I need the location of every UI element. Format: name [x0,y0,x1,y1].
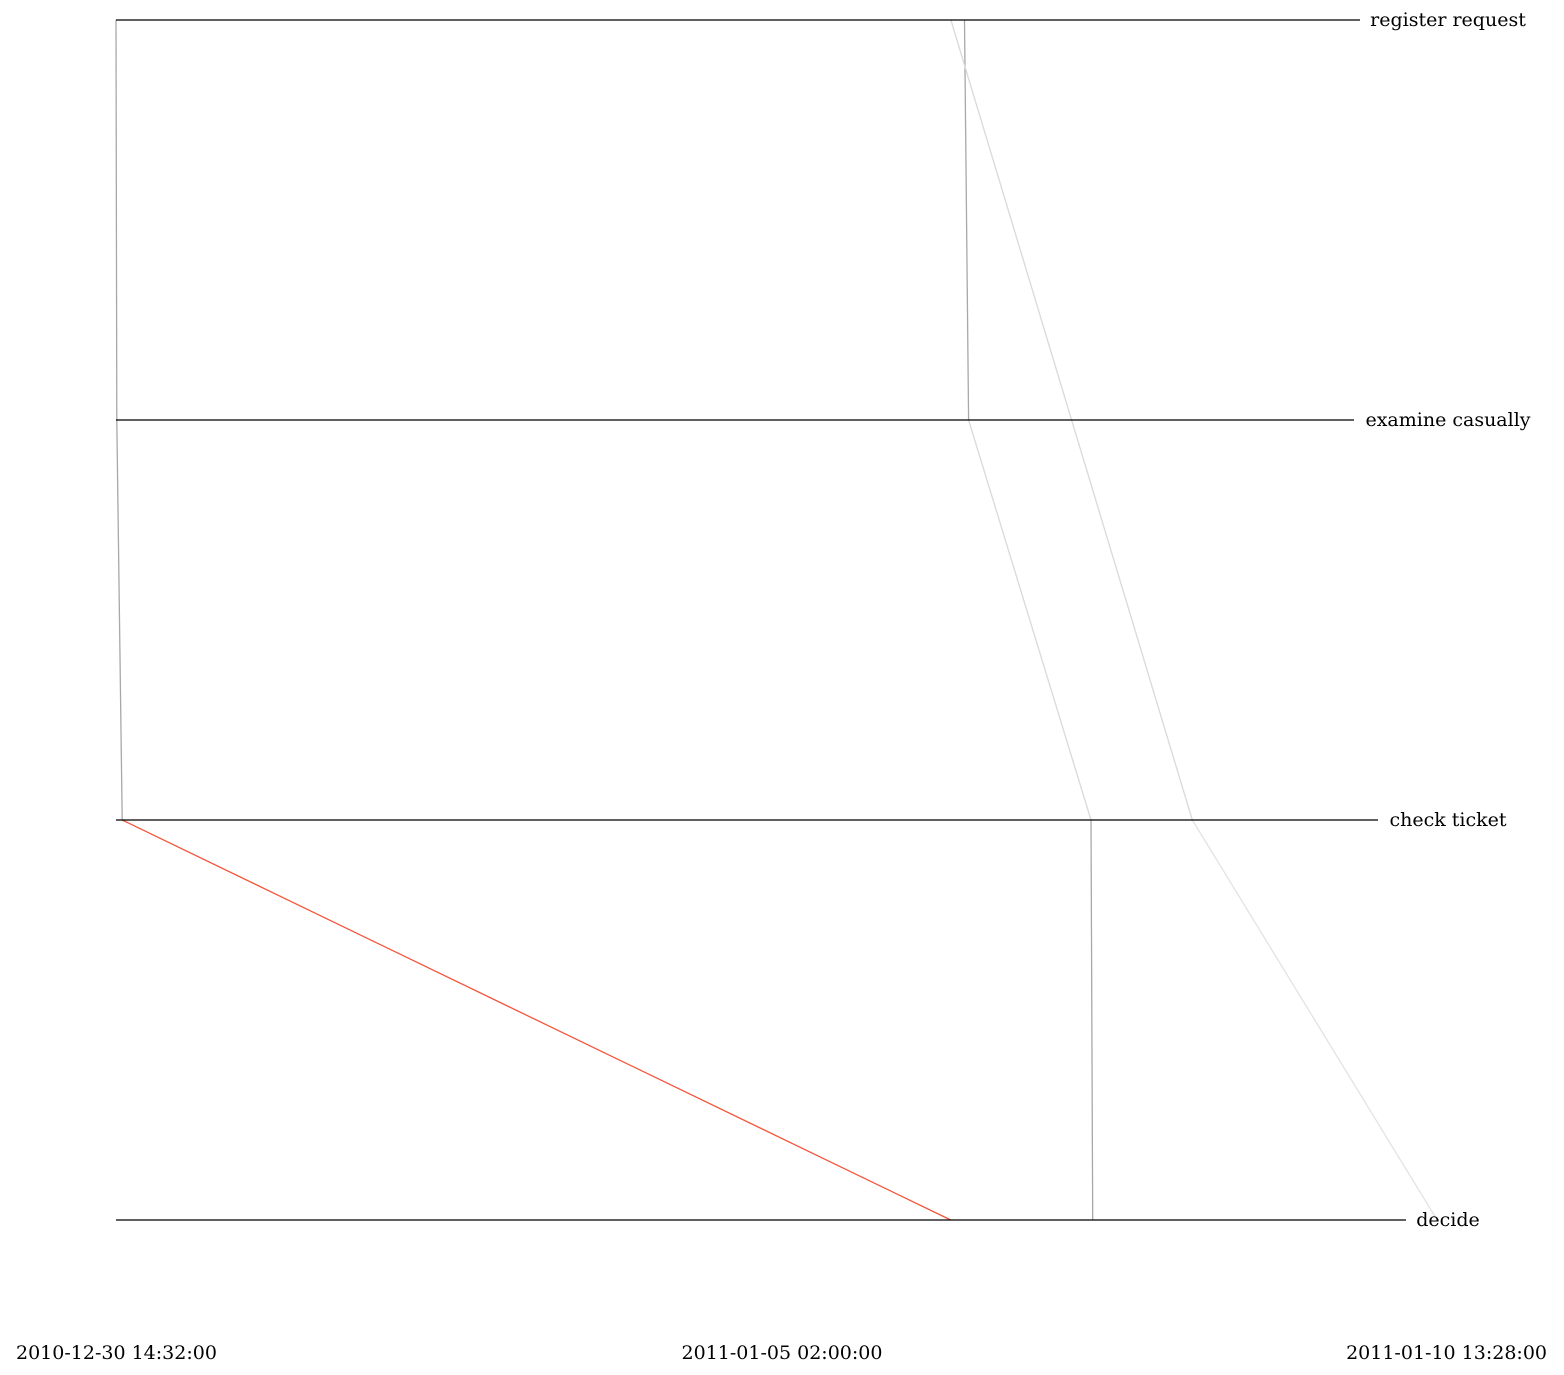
segment-examine-casually-to-check-ticket-1 [116,419,123,821]
segment-register-request-to-examine-casually-0 [115,19,118,421]
segment-check-ticket-to-decide-7 [1191,819,1438,1221]
time-labels-layer: 2010-12-30 14:32:00 2011-01-05 02:00:00 20… [16,1342,1547,1364]
activity-labels-layer: register request examine casually check ti… [1365,9,1530,1231]
time-label-1: 2011-01-05 02:00:00 [682,1342,883,1364]
time-label-0: 2010-12-30 14:32:00 [16,1342,217,1364]
activity-label-examine-casually: examine casually [1365,409,1530,431]
activity-label-register-request: register request [1370,9,1526,31]
segment-examine-casually-to-check-ticket-4 [967,419,1092,821]
activity-label-check-ticket: check ticket [1389,809,1506,831]
segment-register-request-to-examine-casually-3 [963,19,970,421]
activity-axes-layer [116,19,1406,1221]
time-label-2: 2011-01-10 13:28:00 [1346,1342,1547,1364]
segment-check-ticket-to-decide-2 [121,819,951,1221]
segment-check-ticket-to-decide-5 [1090,819,1094,1221]
activity-label-decide: decide [1416,1209,1480,1231]
segments-layer [115,19,1438,1221]
